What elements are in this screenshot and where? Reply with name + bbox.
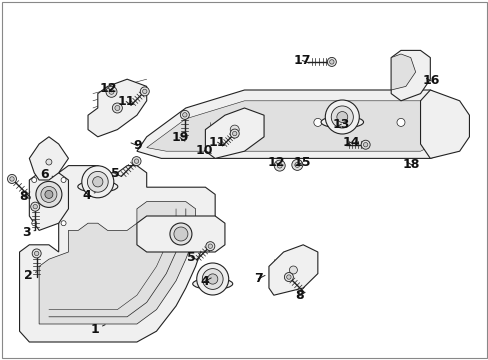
- Polygon shape: [88, 79, 146, 137]
- Circle shape: [326, 57, 336, 66]
- Circle shape: [45, 190, 53, 198]
- Circle shape: [32, 221, 37, 226]
- Polygon shape: [205, 108, 264, 158]
- Circle shape: [230, 118, 238, 126]
- Circle shape: [46, 159, 52, 165]
- Circle shape: [36, 181, 62, 207]
- Text: 5: 5: [187, 251, 198, 264]
- Circle shape: [61, 177, 66, 183]
- Circle shape: [93, 177, 102, 187]
- Text: 4: 4: [200, 275, 211, 288]
- Text: 6: 6: [41, 168, 53, 181]
- Circle shape: [363, 143, 367, 147]
- Text: 3: 3: [22, 226, 36, 239]
- Polygon shape: [39, 202, 195, 324]
- Text: 11: 11: [208, 136, 226, 149]
- Circle shape: [134, 159, 139, 163]
- Circle shape: [142, 89, 147, 94]
- Polygon shape: [146, 101, 444, 151]
- Text: 7: 7: [253, 273, 264, 285]
- Circle shape: [35, 251, 39, 256]
- Circle shape: [61, 221, 66, 226]
- Ellipse shape: [78, 181, 118, 192]
- Circle shape: [289, 266, 297, 274]
- Ellipse shape: [192, 278, 232, 289]
- Text: 17: 17: [293, 54, 310, 67]
- Polygon shape: [390, 54, 415, 90]
- Circle shape: [274, 160, 285, 171]
- Circle shape: [7, 175, 17, 184]
- Circle shape: [286, 275, 290, 279]
- Text: 19: 19: [171, 131, 188, 144]
- Text: 11: 11: [117, 95, 135, 108]
- Circle shape: [81, 166, 114, 198]
- Circle shape: [205, 242, 214, 251]
- Polygon shape: [268, 245, 317, 295]
- Circle shape: [31, 202, 40, 211]
- Circle shape: [396, 118, 404, 126]
- Text: 15: 15: [293, 156, 310, 169]
- Circle shape: [87, 171, 108, 192]
- Circle shape: [336, 112, 347, 122]
- Circle shape: [170, 223, 191, 245]
- Circle shape: [208, 244, 212, 248]
- Polygon shape: [20, 166, 215, 342]
- Polygon shape: [137, 216, 224, 252]
- Polygon shape: [137, 90, 459, 158]
- Text: 1: 1: [91, 323, 105, 336]
- Polygon shape: [29, 137, 68, 180]
- Text: 10: 10: [195, 144, 213, 157]
- Circle shape: [277, 163, 282, 168]
- Circle shape: [140, 87, 149, 96]
- Circle shape: [183, 113, 186, 117]
- Text: 16: 16: [422, 75, 439, 87]
- Circle shape: [230, 125, 239, 134]
- Text: 8: 8: [19, 190, 30, 203]
- Text: 12: 12: [267, 156, 285, 169]
- Circle shape: [294, 162, 299, 167]
- Circle shape: [32, 249, 41, 258]
- Circle shape: [112, 103, 122, 113]
- Circle shape: [109, 89, 114, 94]
- Text: 13: 13: [332, 118, 349, 131]
- Circle shape: [174, 227, 187, 241]
- Circle shape: [361, 140, 369, 149]
- Polygon shape: [29, 173, 68, 230]
- Circle shape: [132, 157, 141, 166]
- Ellipse shape: [321, 116, 363, 128]
- Text: 2: 2: [24, 269, 37, 282]
- Circle shape: [330, 106, 353, 128]
- Circle shape: [32, 177, 37, 183]
- Text: 12: 12: [100, 82, 117, 95]
- Circle shape: [230, 129, 239, 138]
- Polygon shape: [420, 90, 468, 158]
- Circle shape: [33, 204, 37, 209]
- Circle shape: [291, 159, 302, 170]
- Text: 9: 9: [131, 139, 142, 152]
- Circle shape: [325, 100, 359, 134]
- Circle shape: [106, 86, 117, 97]
- Circle shape: [232, 131, 236, 136]
- Circle shape: [196, 263, 228, 295]
- Circle shape: [329, 60, 333, 64]
- Circle shape: [207, 274, 217, 284]
- Circle shape: [115, 105, 120, 111]
- Circle shape: [180, 110, 189, 119]
- Circle shape: [10, 177, 14, 181]
- Text: 4: 4: [82, 189, 95, 202]
- Circle shape: [284, 273, 293, 282]
- Text: 5: 5: [110, 167, 121, 180]
- Circle shape: [313, 118, 321, 126]
- Text: 14: 14: [342, 136, 359, 149]
- Text: 8: 8: [294, 289, 305, 302]
- Circle shape: [202, 269, 223, 289]
- Circle shape: [41, 186, 57, 202]
- Text: 18: 18: [402, 158, 420, 171]
- Polygon shape: [390, 50, 429, 101]
